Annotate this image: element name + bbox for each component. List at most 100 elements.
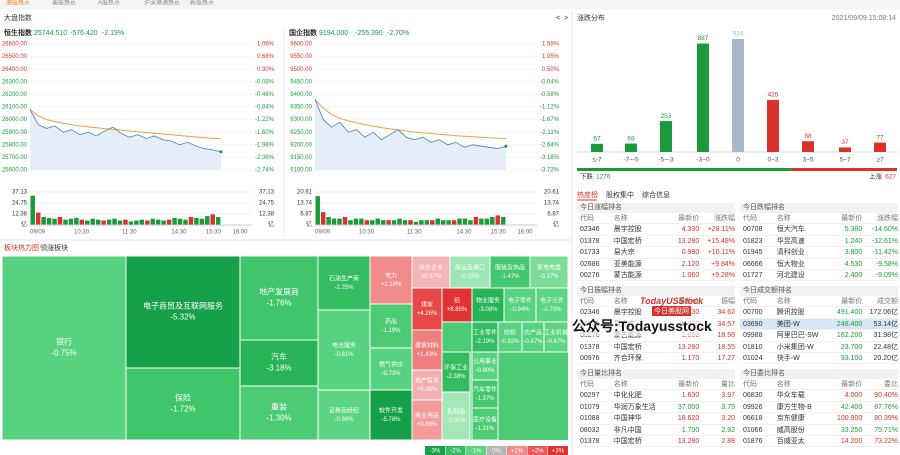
cell-name: 建筑材料: [415, 341, 439, 349]
cell-name: 家电电器: [537, 263, 561, 271]
volume-bar: [74, 217, 79, 225]
table-row[interactable]: 01079 华润万象生活 37.000 3.75: [577, 402, 735, 414]
top-tab[interactable]: 港股热点: [6, 0, 30, 7]
dist-bar: [660, 121, 672, 152]
table-cell: +15.48%: [707, 237, 735, 245]
table-row[interactable]: 01945 清科创业 3.800 -11.42%: [740, 247, 898, 259]
table-cell: 93.100: [840, 354, 863, 362]
table-title: 今日涨幅排名: [577, 203, 735, 213]
cell-name: 医疗设备: [473, 415, 497, 423]
table-row[interactable]: 00700 腾讯控股 491.400 172.06亿: [740, 307, 898, 319]
pct-tick-label: -1.60%: [255, 130, 275, 136]
cell-pct: -2.38%: [446, 374, 466, 380]
table-row[interactable]: 01378 中国宏桥 13.280 18.55: [577, 342, 735, 353]
table-row[interactable]: 03690 美团-W 248.400 53.14亿: [740, 318, 898, 331]
table-cell: 06830: [743, 392, 763, 400]
header-cell: 涨跌幅: [714, 215, 735, 222]
table-row[interactable]: 00976 齐合环保 1.170 17.27: [577, 353, 735, 365]
header-cell: 代码: [580, 298, 594, 305]
table-cell: 09988: [743, 332, 763, 340]
table-cell: 172.06亿: [869, 309, 898, 317]
index-change: -255.390: [355, 30, 383, 37]
rank-tab[interactable]: 综合信息: [642, 190, 670, 199]
table-row[interactable]: 01823 华昱高速 1.240 -12.61%: [740, 236, 898, 248]
rank-tab[interactable]: 股权集中: [606, 190, 634, 199]
cell-pct: +4.26%: [417, 311, 438, 317]
cell-pct: +8.85%: [447, 307, 468, 313]
table-row[interactable]: 01378 中国宏桥 13.280 +15.48%: [577, 236, 735, 248]
volume-bar: [68, 218, 74, 225]
y-tick-label: 25800.00: [2, 142, 28, 148]
table-row[interactable]: 06618 京东健康 100.900 80.39%: [740, 413, 898, 425]
cell-name: 铝: [454, 296, 460, 304]
heatmap-tab[interactable]: 领涨板块: [40, 243, 68, 252]
volume-bar: [112, 218, 117, 225]
heat-cell: [317, 255, 371, 311]
table-row[interactable]: 06666 恒大物业 4.530 -9.58%: [740, 259, 898, 270]
table-row[interactable]: 01810 小米集团-W 23.700 22.48亿: [740, 342, 898, 353]
table-cell: 快手-W: [776, 354, 800, 362]
table-cell: 2.88: [721, 437, 735, 445]
ranking-table: 今日涨幅排名 代码 名称 最新价 涨跌幅 02346 晨宇控股 4.330 +28.11% 013…: [577, 203, 735, 282]
top-tab[interactable]: 新股热点: [190, 0, 214, 7]
table-row[interactable]: 02346 晨宇控股 4.330 +28.11%: [577, 224, 735, 236]
table-cell: 3.75: [721, 403, 735, 411]
dist-value: 425: [768, 92, 779, 99]
table-cell: 阿里巴巴-SW: [776, 332, 819, 340]
table-row[interactable]: 01024 快手-W 93.100 20.20亿: [740, 353, 898, 365]
pct-tick-label: -0.46%: [255, 92, 275, 98]
table-cell: 美团-W: [776, 320, 800, 328]
top-tab[interactable]: 沪深港通热点: [144, 0, 180, 7]
top-tab[interactable]: A股热点: [98, 0, 120, 7]
table-row[interactable]: 06830 华众车载 4.000 90.40%: [740, 390, 898, 402]
x-tick-label: 16:00: [518, 230, 534, 236]
table-title: 今日跌幅排名: [740, 203, 898, 213]
header-cell: 委比: [884, 381, 898, 388]
pct-tick-label: -0.84%: [255, 105, 275, 111]
table-row[interactable]: 01378 中国宏桥 13.280 2.88: [577, 436, 735, 448]
table-cell: 2.92: [721, 426, 735, 434]
heat-cell: [441, 391, 471, 441]
cell-pct: -0.94%: [510, 307, 530, 313]
table-row[interactable]: 01876 百威亚太 14.200 73.22%: [740, 436, 898, 448]
table-row[interactable]: 00276 蒙古能源 1.060 +9.28%: [577, 270, 735, 282]
cell-pct: -0.80%: [475, 368, 495, 374]
table-cell: 491.400: [836, 309, 863, 317]
volume-bar: [166, 219, 172, 225]
table-row[interactable]: 01088 中国神华 18.620 3.20: [577, 413, 735, 425]
cell-pct: -1.72%: [170, 405, 195, 414]
heat-cell: [1, 255, 127, 441]
table-row[interactable]: 01733 易大宗 0.980 +10.11%: [577, 247, 735, 259]
cell-name: 保险: [175, 393, 191, 403]
table-row[interactable]: 09926 康方生物-B 42.400 87.76%: [740, 402, 898, 414]
top-tab[interactable]: 美股热点: [52, 0, 76, 7]
nav-button[interactable]: >: [564, 15, 568, 22]
table-row[interactable]: 02686 亚美能源 2.120 +9.84%: [577, 259, 735, 270]
table-row[interactable]: 08032 非凡中国 1.700 2.92: [577, 425, 735, 436]
table-cell: 73.22%: [874, 437, 898, 445]
table-cell: 2.120: [681, 260, 700, 268]
index-price: 9194.000: [319, 30, 348, 37]
table-row[interactable]: 09988 阿里巴巴-SW 162.200 31.98亿: [740, 330, 898, 342]
nav-button[interactable]: <: [556, 15, 560, 22]
legend-swatch: [466, 446, 486, 455]
table-row[interactable]: 01727 河北建设 2.400 -9.09%: [740, 270, 898, 282]
table-row[interactable]: 01066 威高股份 33.250 75.71%: [740, 425, 898, 436]
rank-tab[interactable]: 热度榜: [577, 190, 598, 199]
heatmap-tab[interactable]: 板块热力图: [4, 243, 39, 252]
volume-bar: [342, 216, 348, 225]
volume-bar: [79, 219, 85, 225]
table-cell: 华昱高速: [776, 237, 805, 245]
y-tick-label: 25900.00: [2, 130, 28, 136]
table-row[interactable]: 00708 恒大汽车 5.380 -14.60%: [740, 224, 898, 236]
cell-name: 综合企业: [419, 263, 443, 271]
table-cell: 3.97: [721, 392, 735, 400]
header-cell: 名称: [613, 298, 628, 305]
table-cell: 中国神华: [613, 415, 642, 423]
header-cell: 成交额: [877, 298, 898, 305]
volume-bar: [331, 218, 337, 225]
cell-pct: +1.43%: [417, 352, 438, 358]
cell-name: 石油生产商: [329, 274, 359, 282]
table-row[interactable]: 00297 中化化肥 1.630 3.97: [577, 390, 735, 402]
table-cell: 18.56: [717, 332, 735, 340]
